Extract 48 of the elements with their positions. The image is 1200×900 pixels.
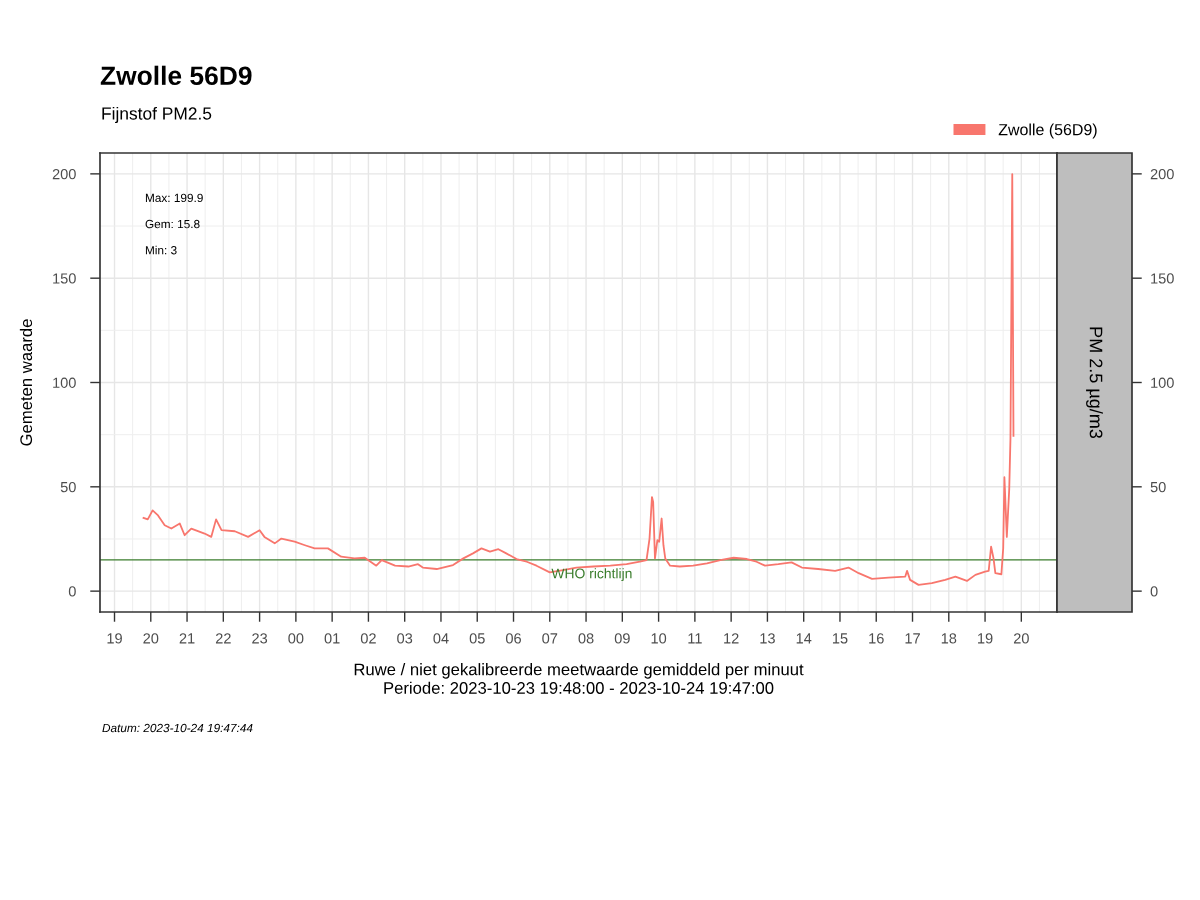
line-series xyxy=(142,173,1015,586)
text: Datum: 2023-10-24 19:47:44 xyxy=(102,723,253,733)
x-tick-label: 00 xyxy=(288,633,304,644)
x-axis-title: Ruwe / niet gekalibreerde meetwaarde gemiddeld per minuut Periode: 2023-10-23 19:48:00 - 2023-10-24 19:47:00 xyxy=(354,663,804,694)
x-tick-label: 05 xyxy=(469,633,485,644)
x-tick-label: 17 xyxy=(905,633,920,644)
x-tick-label: 02 xyxy=(360,633,376,644)
x-tick-label: 19 xyxy=(978,633,993,644)
x-tick-label: 10 xyxy=(651,633,667,644)
y-tick-label: 150 xyxy=(53,273,76,284)
x-tick-label: 04 xyxy=(433,633,449,644)
text: PM 2.5 µg/m3 xyxy=(1086,327,1103,439)
y-tick-label: 100 xyxy=(53,377,76,388)
x-tick-label: 03 xyxy=(397,633,413,644)
y2-tick-label: 150 xyxy=(1151,273,1174,284)
y2-tick-label: 100 xyxy=(1151,377,1174,388)
x-tick-label: 16 xyxy=(869,633,884,644)
y-tick-label: 200 xyxy=(52,168,76,180)
x-tick-label: 18 xyxy=(941,633,957,644)
x-tick-label: 15 xyxy=(832,633,848,644)
chart-subtitle: Fijnstof PM2.5 xyxy=(102,106,212,124)
x-tick-label: 12 xyxy=(724,633,739,644)
x-tick-label: 07 xyxy=(542,633,558,644)
x-tick-label: 22 xyxy=(215,633,231,644)
y2-tick-label: 0 xyxy=(1150,586,1158,597)
x-tick-label: 20 xyxy=(1013,633,1029,644)
x-tick-label: 09 xyxy=(614,633,630,644)
y2-tick-label: 50 xyxy=(1150,481,1166,493)
legend-label: Zwolle (56D9) xyxy=(998,123,1097,139)
x-tick-label: 14 xyxy=(796,633,812,644)
chart-title: Zwolle 56D9 xyxy=(100,65,252,86)
x-tick-label: 23 xyxy=(252,633,268,644)
annotation: Max: 199.9 xyxy=(145,193,203,203)
x-tick-label: 19 xyxy=(107,633,122,644)
x-tick-label: 20 xyxy=(143,633,159,644)
annotation: Min: 3 xyxy=(145,245,177,255)
y2-tick-label: 200 xyxy=(1150,168,1174,180)
x-tick-label: 21 xyxy=(179,633,195,644)
x-tick-label: 08 xyxy=(578,633,594,644)
ref-line-label: WHO richtlijn xyxy=(551,568,632,582)
x-tick-label: 13 xyxy=(760,633,775,644)
y-tick-label: 0 xyxy=(68,586,76,597)
y-axis-title: Gemeten waarde xyxy=(19,319,33,446)
annotation: Gem: 15.8 xyxy=(145,219,200,229)
x-tick-label: 06 xyxy=(505,633,521,644)
x-tick-label: 01 xyxy=(324,633,340,644)
x-tick-label: 11 xyxy=(688,633,702,644)
y-tick-label: 50 xyxy=(60,481,76,493)
